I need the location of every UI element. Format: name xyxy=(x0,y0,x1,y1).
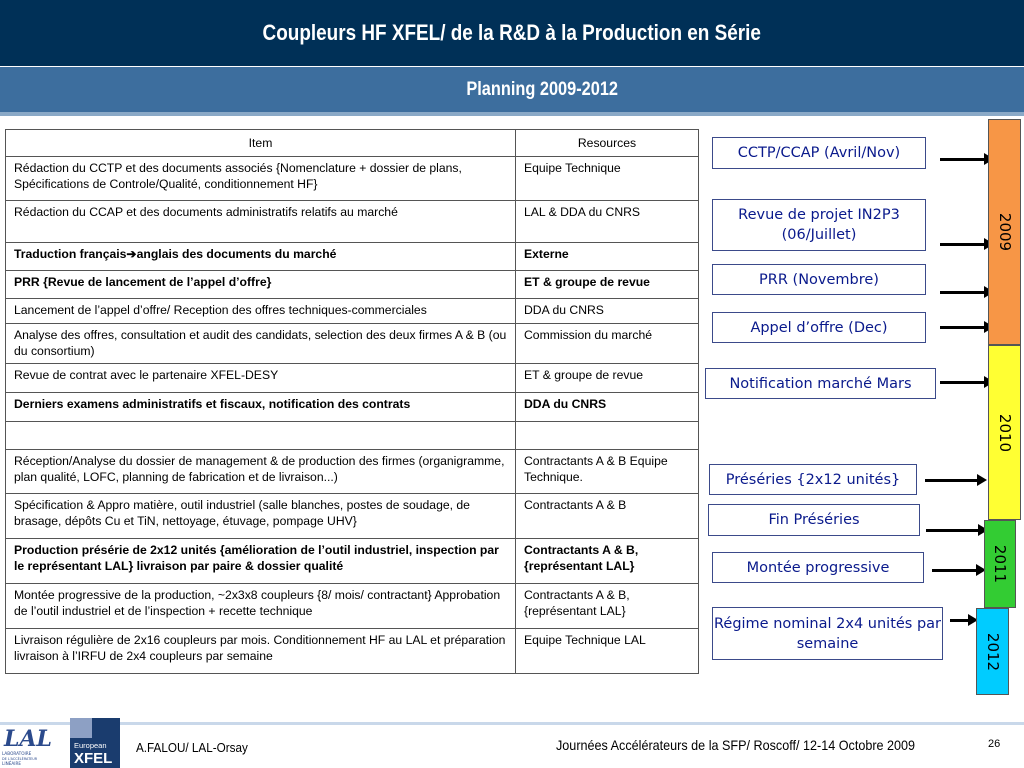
svg-text:LABORATOIRE: LABORATOIRE xyxy=(2,751,32,756)
year-label: 2011 xyxy=(991,544,1009,584)
milestone-label: Fin Préséries xyxy=(768,512,860,528)
resources-cell: ET & groupe de revue xyxy=(515,270,699,299)
item-cell: Revue de contrat avec le partenaire XFEL… xyxy=(5,363,516,393)
resources-cell: Contractants A & B Equipe Technique. xyxy=(515,449,699,494)
resources-cell: DDA du CNRS xyxy=(515,392,699,422)
year-label: 2010 xyxy=(995,413,1014,452)
milestone-box: Montée progressive xyxy=(712,552,924,583)
planning-table: Item Resources Rédaction du CCTP et des … xyxy=(5,129,699,674)
table-row: Réception/Analyse du dossier de manageme… xyxy=(5,449,699,494)
milestone-arrow xyxy=(940,153,994,165)
slide-subtitle-text: Planning 2009-2012 xyxy=(466,78,618,100)
item-cell xyxy=(5,421,516,450)
resources-cell: DDA du CNRS xyxy=(515,298,699,324)
item-cell: Montée progressive de la production, ~2x… xyxy=(5,583,516,629)
item-cell: PRR {Revue de lancement de l’appel d’off… xyxy=(5,270,516,299)
item-cell: Spécification & Appro matière, outil ind… xyxy=(5,493,516,539)
slide-title-text: Coupleurs HF XFEL/ de la R&D à la Produc… xyxy=(262,20,762,45)
resources-cell xyxy=(515,421,699,450)
column-header-item: Item xyxy=(5,129,516,157)
item-cell: Traduction français➔anglais des document… xyxy=(5,242,516,271)
item-cell: Réception/Analyse du dossier de manageme… xyxy=(5,449,516,494)
table-row: Lancement de l’appel d’offre/ Reception … xyxy=(5,298,699,324)
table-row: Traduction français➔anglais des document… xyxy=(5,242,699,271)
svg-text:LAL: LAL xyxy=(3,726,52,752)
milestone-box: Appel d’offre (Dec) xyxy=(712,312,926,343)
milestone-label: CCTP/CCAP (Avril/Nov) xyxy=(737,145,901,161)
table-row: Rédaction du CCTP et des documents assoc… xyxy=(5,156,699,201)
year-bar: 2011 xyxy=(984,520,1016,608)
table-row: Production présérie de 2x12 unités {amél… xyxy=(5,538,699,584)
footer-event: Journées Accélérateurs de la SFP/ Roscof… xyxy=(556,737,916,753)
page-number: 26 xyxy=(988,738,1001,750)
table-row: Revue de contrat avec le partenaire XFEL… xyxy=(5,363,699,393)
slide-title: Coupleurs HF XFEL/ de la R&D à la Produc… xyxy=(0,0,1024,66)
milestone-box: Fin Préséries xyxy=(708,504,920,536)
item-cell: Rédaction du CCTP et des documents assoc… xyxy=(5,156,516,201)
milestone-arrow xyxy=(926,524,988,536)
header-divider xyxy=(0,112,1024,116)
table-row: Derniers examens administratifs et fisca… xyxy=(5,392,699,422)
year-bar: 2010 xyxy=(988,345,1021,520)
milestone-arrow xyxy=(940,238,994,250)
svg-text:DE L'ACCÉLÉRATEUR: DE L'ACCÉLÉRATEUR xyxy=(2,756,38,761)
milestone-arrow xyxy=(925,474,987,486)
table-row: Rédaction du CCAP et des documents admin… xyxy=(5,200,699,243)
item-cell: Rédaction du CCAP et des documents admin… xyxy=(5,200,516,243)
svg-text:XFEL: XFEL xyxy=(74,750,112,767)
year-label: 2012 xyxy=(983,632,1002,671)
year-bar: 2012 xyxy=(976,608,1009,695)
milestone-box: CCTP/CCAP (Avril/Nov) xyxy=(712,137,926,169)
svg-text:LINÉAIRE: LINÉAIRE xyxy=(2,761,21,766)
milestone-box: PRR (Novembre) xyxy=(712,264,926,295)
milestone-label: Régime nominal 2x4 unités par semaine xyxy=(713,615,942,652)
slide-subtitle: Planning 2009-2012 xyxy=(0,67,1024,112)
item-cell: Livraison régulière de 2x16 coupleurs pa… xyxy=(5,628,516,674)
table-row: Analyse des offres, consultation et audi… xyxy=(5,323,699,364)
year-bar: 2009 xyxy=(988,119,1021,345)
item-cell: Derniers examens administratifs et fisca… xyxy=(5,392,516,422)
resources-cell: ET & groupe de revue xyxy=(515,363,699,393)
milestone-box: Notification marché Mars xyxy=(705,368,936,399)
resources-cell: Commission du marché xyxy=(515,323,699,364)
milestone-arrow xyxy=(940,286,994,298)
resources-cell: LAL & DDA du CNRS xyxy=(515,200,699,243)
table-row: Spécification & Appro matière, outil ind… xyxy=(5,493,699,539)
resources-cell: Contractants A & B, {représentant LAL} xyxy=(515,538,699,584)
milestone-box: Préséries {2x12 unités} xyxy=(709,464,917,495)
table-row: Montée progressive de la production, ~2x… xyxy=(5,583,699,629)
resources-cell: Equipe Technique LAL xyxy=(515,628,699,674)
svg-text:European: European xyxy=(74,741,107,750)
table-row: PRR {Revue de lancement de l’appel d’off… xyxy=(5,270,699,299)
resources-cell: Equipe Technique xyxy=(515,156,699,201)
resources-cell: Externe xyxy=(515,242,699,271)
milestone-arrow xyxy=(950,614,978,626)
milestone-label: Notification marché Mars xyxy=(729,375,912,392)
item-cell: Analyse des offres, consultation et audi… xyxy=(5,323,516,364)
lal-logo: LAL LABORATOIRE DE L'ACCÉLÉRATEUR LINÉAI… xyxy=(2,726,52,766)
year-label: 2009 xyxy=(995,212,1014,252)
resources-cell: Contractants A & B xyxy=(515,493,699,539)
milestone-box: Revue de projet IN2P3 (06/Juillet) xyxy=(712,199,926,251)
item-cell: Lancement de l’appel d’offre/ Reception … xyxy=(5,298,516,324)
table-row xyxy=(5,421,699,450)
milestone-label: Appel d’offre (Dec) xyxy=(750,319,888,336)
milestone-label: PRR (Novembre) xyxy=(759,271,879,288)
table-header-row: Item Resources xyxy=(5,129,699,157)
footer-author: A.FALOU/ LAL-Orsay xyxy=(136,740,248,755)
footer-divider xyxy=(0,722,1024,725)
item-cell: Production présérie de 2x12 unités {amél… xyxy=(5,538,516,584)
table-row: Livraison régulière de 2x16 coupleurs pa… xyxy=(5,628,699,674)
milestone-label: Préséries {2x12 unités} xyxy=(725,471,901,488)
milestone-arrow xyxy=(940,376,994,388)
milestone-arrow xyxy=(940,321,994,333)
resources-cell: Contractants A & B, {représentant LAL} xyxy=(515,583,699,629)
milestone-box: Régime nominal 2x4 unités par semaine xyxy=(712,607,943,660)
milestone-arrow xyxy=(932,564,986,576)
milestone-label: Montée progressive xyxy=(746,559,890,576)
xfel-logo: European XFEL xyxy=(70,718,120,768)
column-header-resources: Resources xyxy=(515,129,699,157)
milestone-label: Revue de projet IN2P3 (06/Juillet) xyxy=(738,207,900,243)
